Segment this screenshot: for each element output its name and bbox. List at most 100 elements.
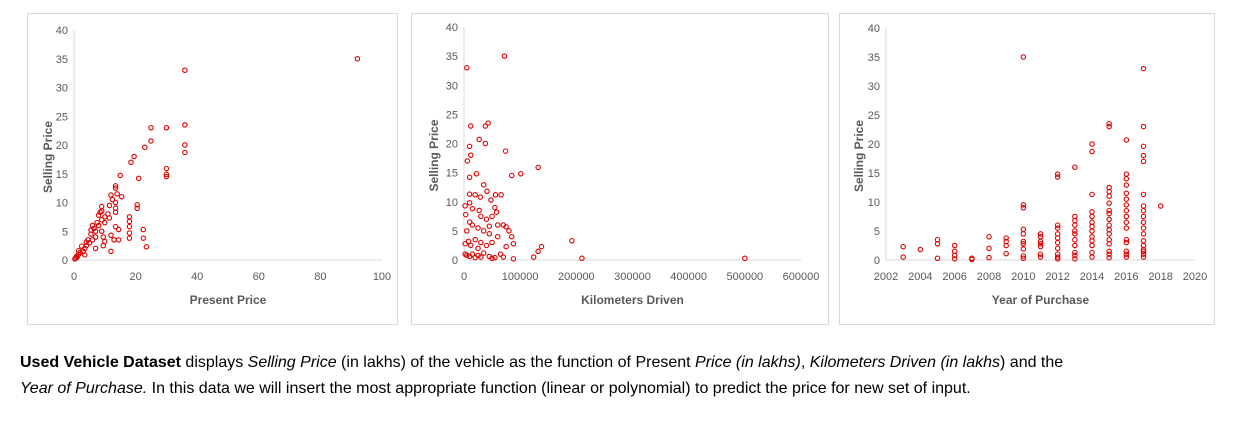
y-tick-label: 30 [56,83,68,95]
data-point [112,223,119,230]
data-point [503,224,509,230]
x-tick-label: 40 [191,271,203,283]
data-point [483,216,490,222]
data-point [1020,226,1027,233]
data-point [135,175,142,182]
data-point [1106,200,1112,206]
data-point [1140,158,1147,165]
x-tick-label: 100 [373,271,391,283]
data-point [106,202,113,209]
data-point [482,140,489,147]
data-point [472,192,478,198]
data-point [1020,54,1027,60]
x-axis-title: Year of Purchase [992,293,1090,307]
data-point [1123,176,1130,182]
y-tick-label: 15 [868,168,880,180]
y-tick-label: 0 [452,255,458,267]
x-tick-label: 2006 [942,271,966,283]
data-point [478,213,484,220]
data-point [1037,231,1044,237]
data-point [951,256,958,262]
y-tick-label: 35 [56,54,68,66]
data-point [1123,171,1130,177]
data-point [1020,205,1027,211]
data-point [480,228,487,234]
data-point [1072,231,1078,237]
scatter-chart-year-of-purchase: 0 5 10 15 20 25 30 35 40 2002 2004 2006 2008 2010 2012… [852,23,1207,307]
data-point [1020,253,1027,259]
data-point [472,236,478,243]
data-point [508,172,515,179]
data-point [88,231,94,237]
data-point [1106,207,1112,214]
data-point [486,231,493,237]
data-point [517,171,524,177]
data-point [482,123,489,129]
y-tick-label: 20 [868,139,880,151]
caption-text: , [800,354,810,371]
x-tick-label: 2014 [1080,271,1104,283]
x-tick-label: 2002 [874,271,898,283]
data-point [89,222,96,229]
data-point [140,235,147,241]
data-point [498,192,504,198]
data-point [148,125,154,131]
data-point [742,255,748,262]
x-tick-label: 0 [71,271,77,283]
data-point [485,120,491,126]
data-point [78,243,85,249]
data-point [1003,242,1009,249]
y-tick-label: 20 [446,139,458,151]
data-point [91,225,97,232]
data-point [1054,222,1061,228]
data-point [108,248,114,255]
data-point [112,199,119,206]
data-point [1072,252,1078,259]
data-point [163,171,170,178]
data-point [1123,196,1130,202]
x-axis-title: Present Price [190,293,267,307]
data-point [508,233,515,240]
data-point [1054,254,1061,260]
data-point [1123,225,1130,231]
caption-text: ) and the [1000,354,1064,371]
data-point [126,230,133,236]
data-point [1072,222,1078,228]
data-point [489,213,495,220]
data-point [1140,225,1147,231]
data-point [1054,245,1061,252]
data-point [900,243,906,250]
data-point [986,245,992,252]
data-point [1037,238,1044,245]
data-point [969,256,975,263]
data-point [1140,254,1147,260]
caption-text: (in lakhs) of the vehicle as the functio… [336,354,696,371]
x-tick-label: 0 [461,271,467,283]
data-point [492,192,499,198]
data-point [934,241,941,247]
data-point [579,255,585,262]
data-point [1140,123,1147,130]
y-tick-label: 35 [446,51,458,63]
data-point [1140,238,1147,244]
data-point [469,251,476,257]
data-point [951,242,958,249]
x-tick-label: 600000 [783,271,820,283]
data-point [182,67,188,73]
data-point [469,205,476,212]
data-point [102,219,108,226]
data-point [492,254,498,261]
data-point [1072,242,1078,249]
data-point [484,188,490,195]
data-point [95,222,102,229]
data-point [105,211,111,217]
data-point [1089,209,1095,215]
data-point [1037,234,1044,240]
data-point [488,197,494,203]
data-point [1123,213,1130,220]
data-point [1140,191,1147,198]
data-point [464,252,470,259]
data-point [469,222,476,228]
data-point [1140,213,1147,220]
data-point [163,173,170,180]
